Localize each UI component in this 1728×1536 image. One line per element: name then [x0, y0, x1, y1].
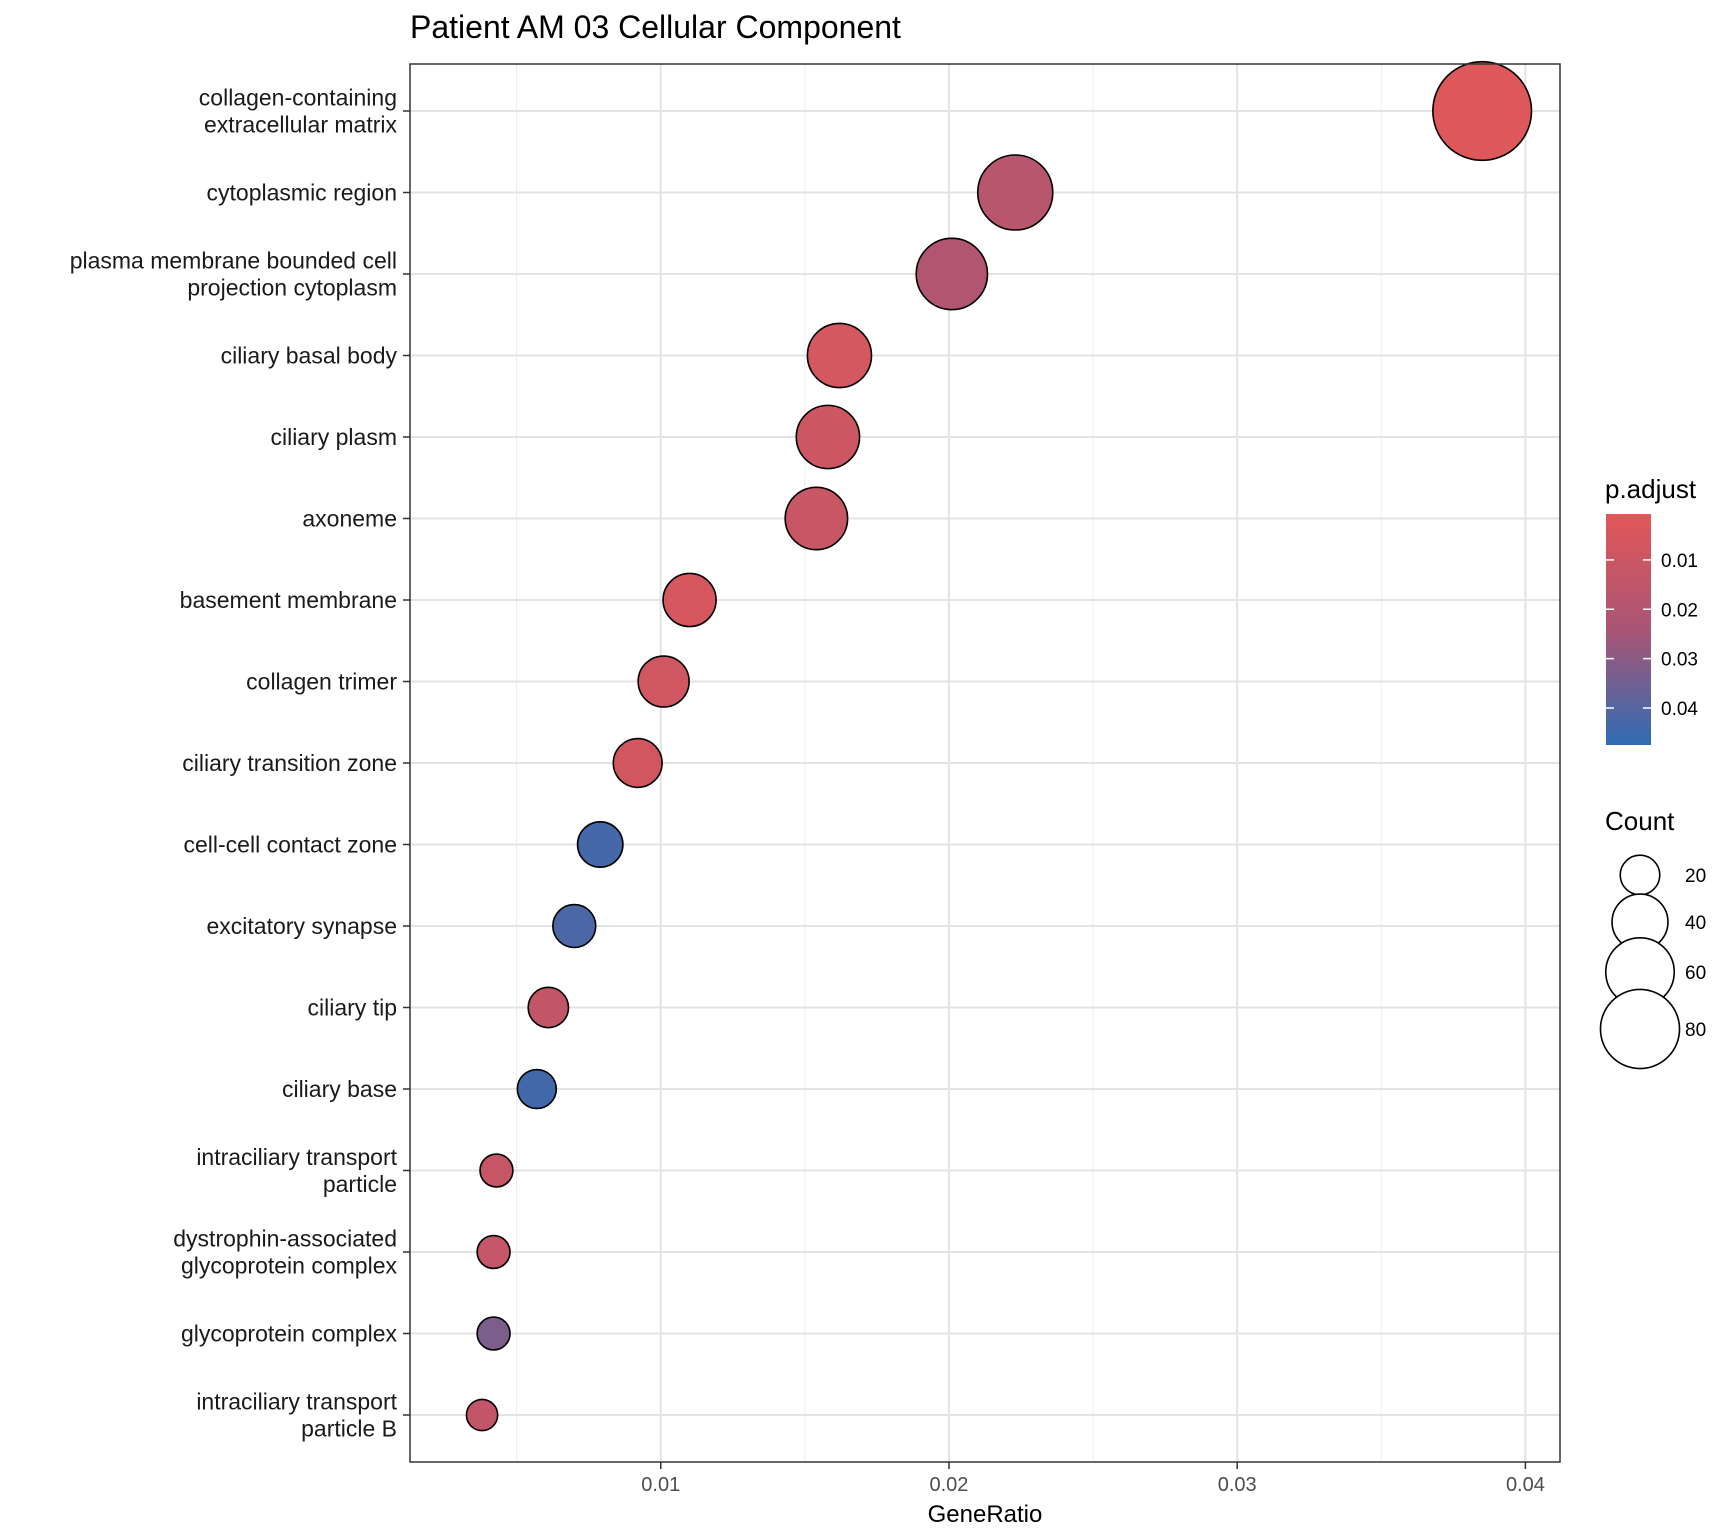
y-tick-label: glycoprotein complex [181, 1321, 398, 1347]
y-tick-label: ciliary transition zone [182, 750, 397, 776]
y-tick-label: intraciliary transport particle B [196, 1389, 397, 1442]
y-axis: collagen-containing extracellular matrix c… [70, 85, 410, 1442]
y-tick-label: axoneme [302, 506, 397, 532]
x-tick-label: 0.02 [930, 1474, 969, 1496]
data-points [465, 60, 1533, 1432]
y-tick-label: dystrophin-associated glycoprotein comple… [173, 1226, 397, 1279]
data-point [612, 737, 663, 789]
color-bar-label: 0.02 [1661, 600, 1698, 621]
y-tick-label: basement membrane [180, 587, 397, 613]
x-tick-label: 0.01 [641, 1474, 680, 1496]
y-tick-label: ciliary base [282, 1076, 397, 1102]
y-tick-label: cytoplasmic region [207, 180, 397, 206]
legend-count-title: Count [1605, 806, 1675, 836]
size-key-circle [1599, 988, 1681, 1070]
color-bar-ticks: 0.01 0.02 0.03 0.04 [1606, 551, 1698, 720]
size-key-circle [1619, 854, 1661, 896]
x-axis: 0.01 0.02 0.03 0.04 [641, 1462, 1545, 1496]
data-point [516, 1068, 558, 1110]
data-point [915, 237, 989, 311]
y-tick-label: collagen-containing extracellular matrix [199, 85, 398, 138]
data-point [552, 903, 597, 949]
chart-title: Patient AM 03 Cellular Component [410, 9, 901, 45]
legend-p-adjust: p.adjust 0.01 0.02 0.03 0.04 [1605, 474, 1698, 745]
data-point [576, 821, 624, 868]
data-point [806, 322, 873, 389]
y-tick-label: excitatory synapse [207, 913, 397, 939]
size-key-label: 60 [1685, 963, 1706, 984]
y-tick-label: ciliary tip [308, 995, 397, 1021]
data-point [1432, 60, 1533, 162]
data-point [527, 986, 570, 1029]
data-point [784, 486, 849, 551]
y-tick-label: collagen trimer [246, 669, 397, 695]
color-bar-label: 0.04 [1661, 699, 1698, 720]
data-point [795, 404, 861, 470]
x-tick-label: 0.04 [1506, 1474, 1545, 1496]
x-tick-label: 0.03 [1218, 1474, 1257, 1496]
y-tick-label: intraciliary transport particle [196, 1144, 397, 1197]
y-tick-label: ciliary plasm [270, 424, 397, 450]
data-point [476, 1316, 511, 1351]
x-axis-title: GeneRatio [928, 1501, 1043, 1528]
data-point [637, 655, 690, 708]
color-bar-label: 0.03 [1661, 650, 1698, 671]
legend-p-adjust-title: p.adjust [1605, 474, 1697, 504]
data-point [465, 1398, 499, 1432]
size-key-label: 80 [1685, 1020, 1706, 1041]
data-point [662, 572, 717, 628]
data-point [976, 154, 1054, 231]
y-tick-label: ciliary basal body [221, 343, 398, 369]
y-tick-label: cell-cell contact zone [184, 832, 398, 858]
size-key-label: 20 [1685, 866, 1706, 887]
data-point [479, 1153, 514, 1188]
color-bar [1606, 514, 1651, 745]
color-bar-label: 0.01 [1661, 551, 1698, 572]
size-key-label: 40 [1685, 913, 1706, 934]
y-tick-label: plasma membrane bounded cell projection c… [70, 248, 397, 301]
legend-count: Count 20 40 60 80 [1599, 806, 1706, 1070]
data-point [476, 1234, 511, 1270]
size-keys: 20 40 60 80 [1599, 854, 1706, 1070]
